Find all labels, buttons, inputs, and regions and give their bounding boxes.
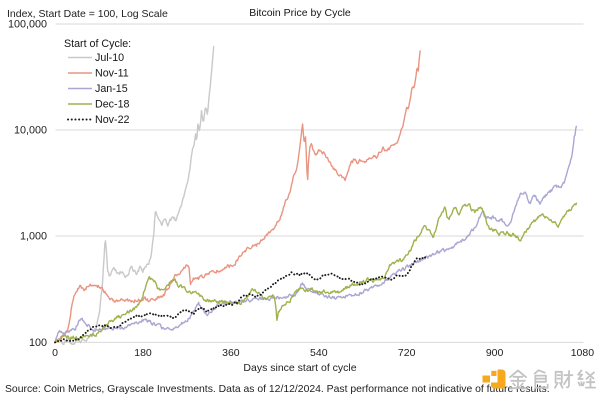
svg-text:Nov-11: Nov-11: [95, 68, 129, 80]
svg-text:Dec-18: Dec-18: [95, 99, 130, 111]
svg-text:540: 540: [310, 347, 328, 359]
svg-text:10,000: 10,000: [14, 125, 47, 137]
svg-text:0: 0: [52, 347, 58, 359]
svg-text:Jan-15: Jan-15: [95, 83, 128, 95]
svg-text:Jul-10: Jul-10: [95, 52, 124, 64]
svg-text:Start of Cycle:: Start of Cycle:: [64, 38, 131, 50]
svg-text:Index, Start Date = 100, Log S: Index, Start Date = 100, Log Scale: [7, 8, 168, 20]
svg-text:180: 180: [134, 347, 152, 359]
svg-text:Source: Coin Metrics, Grayscal: Source: Coin Metrics, Grayscale Investme…: [5, 384, 550, 395]
svg-text:Nov-22: Nov-22: [95, 114, 130, 126]
svg-text:100: 100: [29, 337, 47, 349]
svg-text:1080: 1080: [571, 347, 595, 359]
svg-text:720: 720: [398, 347, 416, 359]
svg-text:360: 360: [222, 347, 240, 359]
svg-text:Days since start of cycle: Days since start of cycle: [243, 362, 356, 374]
svg-text:100,000: 100,000: [8, 19, 47, 31]
svg-text:Bitcoin Price by Cycle: Bitcoin Price by Cycle: [249, 7, 351, 19]
svg-text:900: 900: [486, 347, 504, 359]
svg-text:1,000: 1,000: [20, 231, 47, 243]
